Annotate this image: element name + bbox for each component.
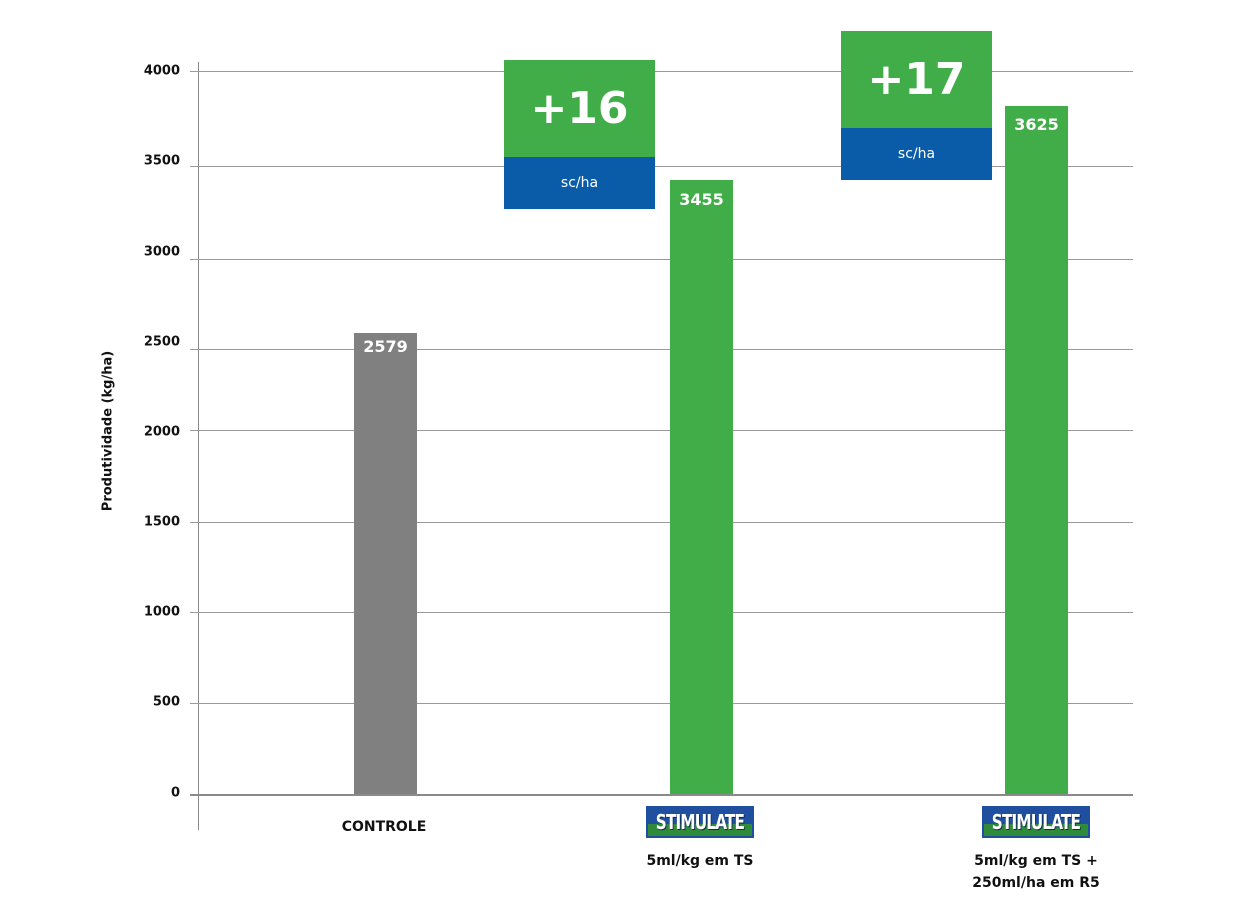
bar-controle: 2579 (354, 333, 417, 794)
category-label-controle: CONTROLE (341, 819, 427, 835)
category-label-ts-r5: 5ml/kg em TS + 250ml/ha em R5 (946, 850, 1126, 894)
category-line: 5ml/kg em TS + (974, 853, 1098, 869)
gridline-2000 (190, 430, 1133, 431)
gridline-4000 (190, 71, 1133, 72)
gridline-2500 (190, 349, 1133, 350)
bar-value-label: 2579 (363, 337, 408, 356)
y-tick-label: 3500 (143, 153, 180, 169)
gain-value: +16 (504, 60, 655, 157)
y-tick-label: 500 (152, 694, 180, 710)
bar-stimulate-ts-r5: 3625 (1005, 106, 1068, 794)
y-tick-label: 3000 (143, 244, 180, 260)
category-label-ts: 5ml/kg em TS (610, 850, 790, 872)
gain-value: +17 (841, 31, 992, 128)
gridline-3500 (190, 166, 1133, 167)
y-axis-title: Produtividade (kg/ha) (100, 350, 116, 512)
y-tick-label: 2000 (143, 424, 180, 440)
gridline-1500 (190, 522, 1133, 523)
gain-unit: sc/ha (841, 128, 992, 180)
y-tick-label: 2500 (143, 334, 180, 350)
category-line: 5ml/kg em TS (646, 853, 754, 869)
brand-text: STIMULATE (655, 810, 745, 834)
y-tick-label: 1500 (143, 514, 180, 530)
bar-stimulate-ts: 3455 (670, 180, 733, 794)
gain-callout: +17 sc/ha (841, 31, 992, 180)
gridline-500 (190, 703, 1133, 704)
gridline-0 (190, 794, 1133, 796)
stimulate-logo: STIMULATE (982, 806, 1090, 838)
y-tick-label: 0 (170, 785, 180, 801)
bar-value-label: 3625 (1014, 115, 1059, 134)
gridline-3000 (190, 259, 1133, 260)
y-tick-label: 1000 (143, 604, 180, 620)
category-line: 250ml/ha em R5 (972, 875, 1100, 891)
stimulate-logo: STIMULATE (646, 806, 754, 838)
gain-unit: sc/ha (504, 157, 655, 209)
bar-value-label: 3455 (679, 190, 724, 209)
gain-callout: +16 sc/ha (504, 60, 655, 209)
brand-text: STIMULATE (991, 810, 1081, 834)
y-tick-label: 4000 (143, 63, 180, 79)
y-axis-line (198, 62, 199, 830)
gridline-1000 (190, 612, 1133, 613)
